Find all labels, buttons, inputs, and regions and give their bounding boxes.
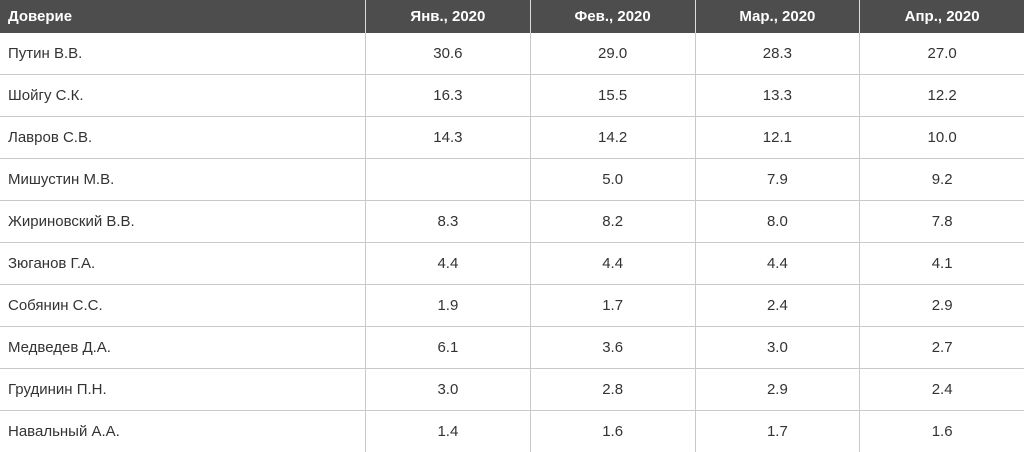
table-row: Путин В.В. 30.6 29.0 28.3 27.0 <box>0 33 1024 75</box>
value-cell: 4.4 <box>365 243 530 284</box>
row-label: Лавров С.В. <box>8 129 93 146</box>
value-cell: 5.0 <box>529 159 695 200</box>
header-cell-jan-2020: Янв., 2020 <box>365 0 530 33</box>
row-label: Медведев Д.А. <box>8 339 111 356</box>
table-row: Зюганов Г.А. 4.4 4.4 4.4 4.1 <box>0 243 1024 285</box>
value-cell: 7.9 <box>694 159 860 200</box>
row-label: Грудинин П.Н. <box>8 381 107 398</box>
row-label: Зюганов Г.А. <box>8 255 96 272</box>
row-label: Шойгу С.К. <box>8 87 84 104</box>
header-cell-feb-2020: Фев., 2020 <box>529 0 695 33</box>
value-cell: 30.6 <box>365 33 530 74</box>
value-cell: 10.0 <box>859 117 1024 158</box>
table-row: Жириновский В.В. 8.3 8.2 8.0 7.8 <box>0 201 1024 243</box>
value-cell: 1.7 <box>529 285 695 326</box>
value-cell <box>365 159 530 200</box>
value-cell: 8.0 <box>694 201 860 242</box>
value-cell: 3.0 <box>365 369 530 410</box>
table-row: Навальный А.А. 1.4 1.6 1.7 1.6 <box>0 411 1024 452</box>
row-label: Жириновский В.В. <box>8 213 135 230</box>
value-cell: 3.0 <box>694 327 860 368</box>
row-label: Навальный А.А. <box>8 423 120 440</box>
table-row: Медведев Д.А. 6.1 3.6 3.0 2.7 <box>0 327 1024 369</box>
value-cell: 1.6 <box>529 411 695 452</box>
value-cell: 7.8 <box>859 201 1024 242</box>
row-label: Путин В.В. <box>8 45 83 62</box>
value-cell: 1.7 <box>694 411 860 452</box>
table-row: Грудинин П.Н. 3.0 2.8 2.9 2.4 <box>0 369 1024 411</box>
value-cell: 2.7 <box>859 327 1024 368</box>
value-cell: 1.4 <box>365 411 530 452</box>
value-cell: 28.3 <box>694 33 860 74</box>
value-cell: 1.6 <box>859 411 1024 452</box>
row-label: Собянин С.С. <box>8 297 103 314</box>
table-row: Собянин С.С. 1.9 1.7 2.4 2.9 <box>0 285 1024 327</box>
value-cell: 6.1 <box>365 327 530 368</box>
value-cell: 9.2 <box>859 159 1024 200</box>
header-cell-apr-2020: Апр., 2020 <box>859 0 1024 33</box>
row-label: Мишустин М.В. <box>8 171 115 188</box>
value-cell: 4.4 <box>529 243 695 284</box>
table-row: Шойгу С.К. 16.3 15.5 13.3 12.2 <box>0 75 1024 117</box>
value-cell: 14.2 <box>529 117 695 158</box>
value-cell: 2.8 <box>529 369 695 410</box>
value-cell: 27.0 <box>859 33 1024 74</box>
header-cell-title: Доверие <box>8 8 73 25</box>
table-header-row: Доверие Янв., 2020 Фев., 2020 Мар., 2020… <box>0 0 1024 33</box>
value-cell: 16.3 <box>365 75 530 116</box>
value-cell: 2.4 <box>859 369 1024 410</box>
value-cell: 15.5 <box>529 75 695 116</box>
table-row: Мишустин М.В. 5.0 7.9 9.2 <box>0 159 1024 201</box>
value-cell: 4.4 <box>694 243 860 284</box>
value-cell: 29.0 <box>529 33 695 74</box>
value-cell: 12.1 <box>694 117 860 158</box>
table-row: Лавров С.В. 14.3 14.2 12.1 10.0 <box>0 117 1024 159</box>
value-cell: 3.6 <box>529 327 695 368</box>
header-cell-mar-2020: Мар., 2020 <box>694 0 860 33</box>
value-cell: 1.9 <box>365 285 530 326</box>
value-cell: 2.9 <box>859 285 1024 326</box>
value-cell: 4.1 <box>859 243 1024 284</box>
value-cell: 12.2 <box>859 75 1024 116</box>
value-cell: 8.2 <box>529 201 695 242</box>
value-cell: 13.3 <box>694 75 860 116</box>
value-cell: 2.4 <box>694 285 860 326</box>
value-cell: 14.3 <box>365 117 530 158</box>
value-cell: 8.3 <box>365 201 530 242</box>
value-cell: 2.9 <box>694 369 860 410</box>
